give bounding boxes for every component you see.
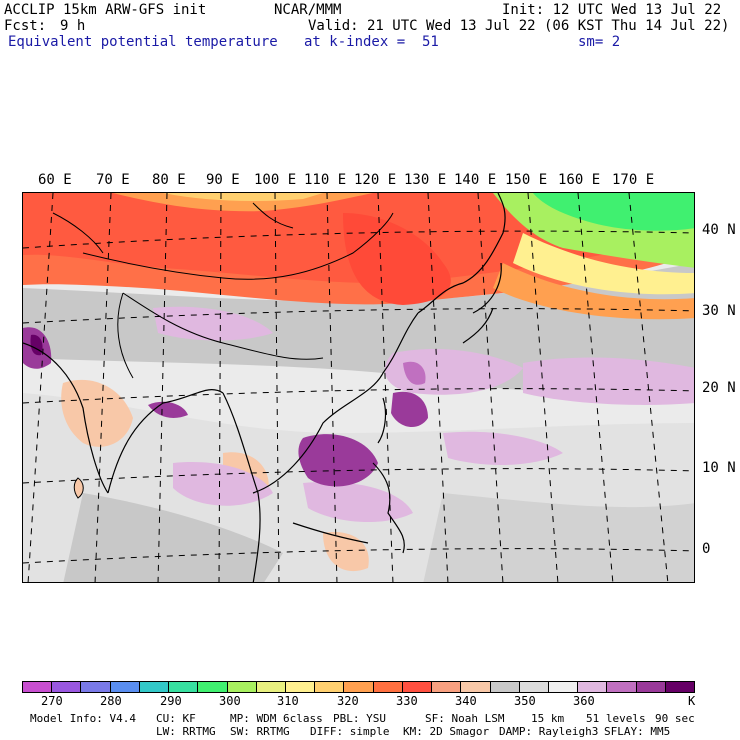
colorbar-label: 330 — [396, 694, 418, 708]
colorbar-swatch — [432, 682, 462, 692]
colorbar-swatch — [548, 682, 579, 692]
colorbar-unit: K — [688, 694, 696, 708]
footer-item: LW: RRTMG — [156, 725, 216, 738]
org-label: NCAR/MMM — [274, 2, 342, 18]
init-time: Init: 12 UTC Wed 13 Jul 22 — [502, 2, 722, 18]
lat-label: 10 N — [702, 460, 736, 476]
footer-item: SFLAY: MM5 — [604, 725, 671, 738]
footer-item: MP: WDM 6class — [230, 712, 323, 725]
map-panel — [22, 192, 695, 583]
lon-label: 60 E — [38, 172, 72, 188]
colorbar-swatch — [315, 682, 345, 692]
colorbar-label: 340 — [455, 694, 477, 708]
valid-time: Valid: 21 UTC Wed 13 Jul 22 (06 KST Thu … — [308, 18, 730, 34]
colorbar — [22, 681, 695, 693]
colorbar-swatch — [169, 682, 199, 692]
colorbar-swatch — [81, 682, 111, 692]
colorbar-label: 290 — [160, 694, 182, 708]
forecast-hours: 9 h — [60, 18, 86, 34]
level-index: at k-index = 51 — [304, 34, 439, 50]
colorbar-swatch — [110, 682, 140, 692]
colorbar-swatch — [490, 682, 520, 692]
colorbar-label: 300 — [219, 694, 241, 708]
lon-label: 170 E — [612, 172, 655, 188]
lon-label: 130 E — [404, 172, 447, 188]
colorbar-swatch — [256, 682, 286, 692]
footer-item: SF: Noah LSM — [425, 712, 505, 725]
lon-label: 140 E — [454, 172, 497, 188]
colorbar-label: 310 — [277, 694, 299, 708]
colorbar-swatch — [402, 682, 433, 692]
lat-label: 0 — [702, 541, 711, 557]
lon-label: 80 E — [152, 172, 186, 188]
footer-item: KM: 2D Smagor — [403, 725, 490, 738]
model-title: ACCLIP 15km ARW-GFS init — [4, 2, 207, 18]
colorbar-swatch — [373, 682, 403, 692]
lon-label: 70 E — [96, 172, 130, 188]
colorbar-swatch — [578, 682, 608, 692]
footer-item: 15 km — [531, 712, 565, 725]
theta-e-field — [23, 193, 694, 582]
colorbar-swatch — [227, 682, 257, 692]
colorbar-swatch — [52, 682, 82, 692]
smoothing: sm= 2 — [578, 34, 621, 50]
lon-label: 100 E — [254, 172, 297, 188]
footer-item: Model Info: V4.4 — [30, 712, 136, 725]
colorbar-swatch — [139, 682, 170, 692]
lon-label: 120 E — [354, 172, 397, 188]
field-name: Equivalent potential temperature — [8, 34, 278, 50]
lat-label: 30 N — [702, 303, 736, 319]
colorbar-swatch — [23, 682, 53, 692]
footer-item: 90 sec — [655, 712, 695, 725]
footer-item: 51 levels — [586, 712, 646, 725]
colorbar-swatch — [285, 682, 316, 692]
forecast-label: Fcst: — [4, 18, 47, 34]
colorbar-swatch — [344, 682, 374, 692]
lon-label: 90 E — [206, 172, 240, 188]
colorbar-swatch — [665, 682, 695, 692]
colorbar-label: 270 — [41, 694, 63, 708]
lon-label: 160 E — [558, 172, 601, 188]
lat-label: 20 N — [702, 380, 736, 396]
footer-item: DIFF: simple — [310, 725, 390, 738]
colorbar-swatch — [607, 682, 637, 692]
colorbar-swatch — [198, 682, 228, 692]
colorbar-label: 320 — [337, 694, 359, 708]
colorbar-swatch — [519, 682, 549, 692]
lon-label: 110 E — [304, 172, 347, 188]
colorbar-label: 360 — [573, 694, 595, 708]
footer-item: SW: RRTMG — [230, 725, 290, 738]
lat-label: 40 N — [702, 222, 736, 238]
footer-item: DAMP: Rayleigh3 — [499, 725, 599, 738]
lon-label: 150 E — [505, 172, 548, 188]
colorbar-swatch — [636, 682, 666, 692]
colorbar-label: 350 — [514, 694, 536, 708]
footer-item: CU: KF — [156, 712, 196, 725]
colorbar-swatch — [461, 682, 491, 692]
colorbar-label: 280 — [100, 694, 122, 708]
footer-item: PBL: YSU — [333, 712, 386, 725]
